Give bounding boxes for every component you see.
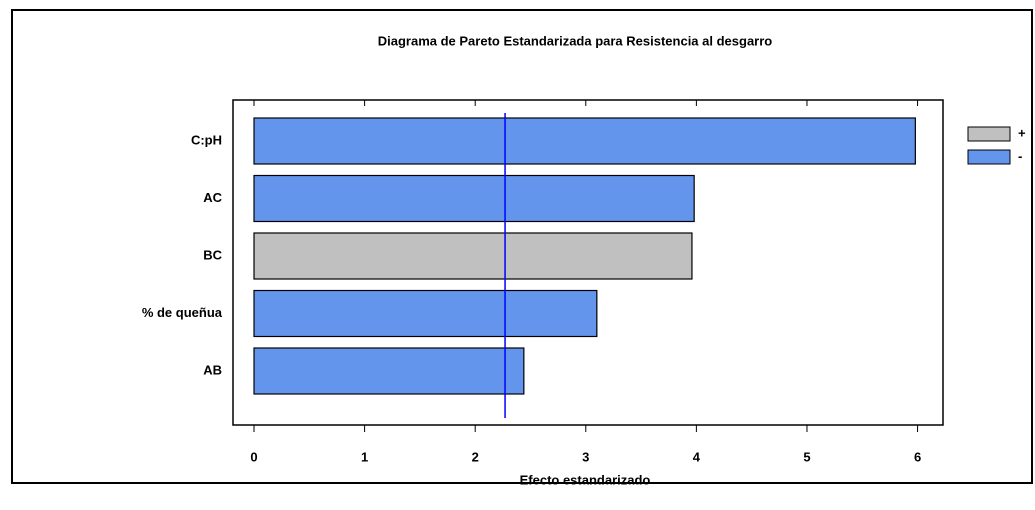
y-tick-label: AC	[203, 190, 222, 205]
plot-area	[232, 99, 944, 426]
bar	[253, 232, 693, 280]
legend-label: -	[1018, 148, 1022, 163]
bar	[253, 174, 695, 223]
legend-swatch	[967, 149, 1011, 165]
x-tick-label: 5	[803, 449, 810, 464]
bar	[253, 289, 598, 338]
y-tick-label: BC	[203, 247, 222, 262]
x-tick-label: 6	[914, 449, 921, 464]
x-tick-label: 1	[361, 449, 368, 464]
legend-swatch	[967, 126, 1011, 142]
y-tick-label: % de queñua	[142, 305, 223, 320]
x-tick-label: 3	[582, 449, 589, 464]
x-axis-label: Efecto estandarizado	[520, 472, 651, 487]
bar	[253, 347, 525, 395]
x-tick-label: 4	[693, 449, 701, 464]
x-tick-label: 2	[472, 449, 479, 464]
bar	[253, 117, 916, 165]
y-tick-label: AB	[203, 362, 222, 377]
y-tick-label: C:pH	[191, 132, 222, 147]
legend-label: +	[1018, 125, 1026, 140]
x-tick-label: 0	[250, 449, 257, 464]
chart-title: Diagrama de Pareto Estandarizada para Re…	[378, 33, 773, 48]
